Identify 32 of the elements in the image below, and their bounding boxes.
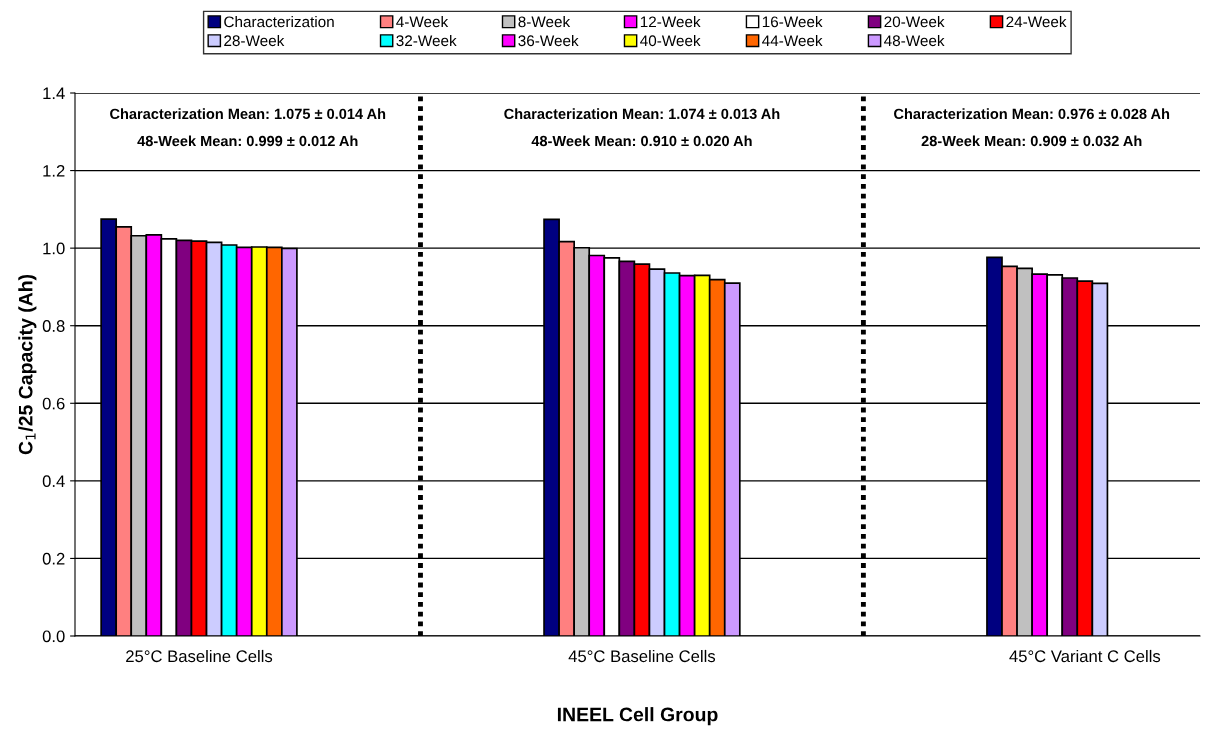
y-tick-label: 0.2 <box>42 552 65 565</box>
legend-label: 8-Week <box>518 16 571 28</box>
legend-label: 40-Week <box>640 34 701 47</box>
x-axis-title: INEEL Cell Group <box>557 707 718 726</box>
y-tick-label: 1.2 <box>43 164 65 177</box>
legend-label: 20-Week <box>884 16 945 28</box>
y-tick-label: 0.8 <box>42 320 65 332</box>
y-tick-label: 0.6 <box>42 397 65 410</box>
legend-label: 36-Week <box>518 34 579 47</box>
annotation: 48-Week Mean: 0.999 ± 0.012 Ah <box>137 135 358 147</box>
y-axis-title: C$_{1}$/25 Capacity (Ah) <box>18 274 37 455</box>
legend-label: 28-Week <box>224 34 285 47</box>
x-tick-label: 25°C Baseline Cells <box>126 649 273 663</box>
legend-label: 32-Week <box>396 34 457 47</box>
legend-label: 16-Week <box>762 16 823 28</box>
legend-label: 12-Week <box>640 16 701 28</box>
legend-label: 4-Week <box>396 16 449 28</box>
annotation: Characterization Mean: 0.976 ± 0.028 Ah <box>894 108 1170 120</box>
y-tick-label: 0.4 <box>42 475 65 488</box>
y-tick-label: 0.0 <box>42 630 65 643</box>
annotation: Characterization Mean: 1.074 ± 0.013 Ah <box>504 108 780 120</box>
y-tick-label: 1.0 <box>43 242 65 255</box>
annotation: 48-Week Mean: 0.910 ± 0.020 Ah <box>531 135 752 147</box>
legend-label: Characterization <box>224 16 334 28</box>
annotation: 28-Week Mean: 0.909 ± 0.032 Ah <box>921 135 1142 147</box>
annotation: Characterization Mean: 1.075 ± 0.014 Ah <box>110 108 386 120</box>
legend-label: 44-Week <box>762 34 823 47</box>
legend-label: 24-Week <box>1006 16 1067 28</box>
x-tick-label: 45°C Variant C Cells <box>1009 649 1161 663</box>
x-tick-label: 45°C Baseline Cells <box>568 649 716 663</box>
y-tick-label: 1.4 <box>43 87 65 100</box>
legend-label: 48-Week <box>884 34 945 47</box>
